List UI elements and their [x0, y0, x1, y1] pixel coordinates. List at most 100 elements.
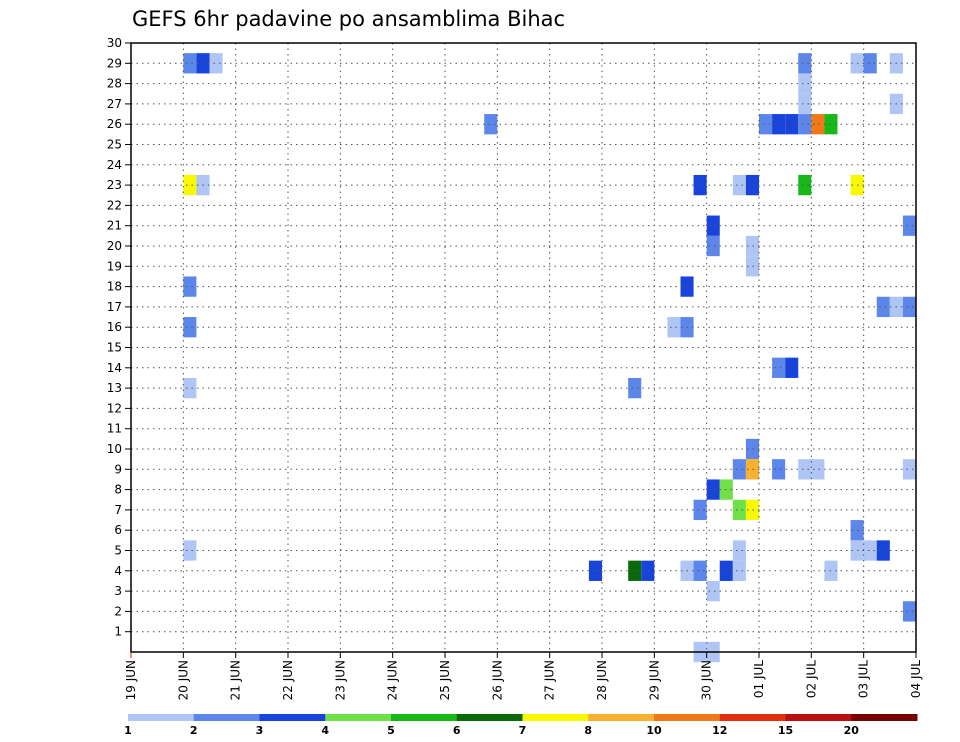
precip-cell	[183, 53, 197, 74]
precip-cell	[732, 499, 746, 521]
precip-cell	[902, 296, 916, 318]
precip-cell	[745, 499, 759, 521]
precip-cell	[745, 235, 759, 257]
precip-cell	[759, 114, 773, 135]
precip-cell	[876, 540, 890, 561]
precip-cell	[706, 580, 720, 602]
y-tick-label: 18	[107, 280, 122, 294]
y-tick-label: 23	[107, 178, 122, 192]
legend-label: 2	[190, 724, 198, 737]
precip-cell	[706, 235, 720, 257]
y-tick-label: 24	[107, 158, 122, 172]
y-tick-label: 19	[107, 259, 122, 273]
legend-swatch	[851, 714, 918, 721]
y-tick-label: 27	[107, 97, 122, 111]
x-tick-label: 20 JUN	[176, 660, 190, 700]
legend-label: 3	[256, 724, 264, 737]
precip-cell	[772, 357, 786, 378]
y-tick-label: 20	[107, 239, 122, 253]
x-tick-label: 19 JUN	[124, 660, 138, 700]
legend-label: 10	[646, 724, 662, 737]
y-tick-label: 13	[107, 381, 122, 395]
x-tick-label: 02 JUL	[804, 660, 818, 698]
precip-cell	[745, 256, 759, 277]
legend-label: 8	[584, 724, 592, 737]
y-tick-label: 10	[107, 442, 122, 456]
precip-cell	[811, 114, 825, 135]
precip-cell	[628, 560, 642, 581]
y-tick-label: 14	[107, 361, 122, 375]
precip-cell	[798, 73, 812, 94]
x-tick-label: 29 JUN	[647, 660, 661, 700]
y-tick-label: 15	[107, 341, 122, 355]
precip-cell	[902, 459, 916, 480]
y-tick-label: 1	[114, 625, 122, 639]
y-tick-label: 6	[114, 523, 122, 537]
y-tick-label: 11	[107, 422, 122, 436]
y-tick-label: 12	[107, 401, 122, 415]
precip-cell	[693, 560, 707, 581]
legend-swatch	[522, 714, 589, 721]
color-legend: 1 2 3 4 5 6 7 8 10 12 15 20	[124, 714, 918, 737]
precip-cell	[641, 560, 655, 581]
y-tick-label: 4	[114, 564, 122, 578]
precip-cell	[183, 377, 197, 399]
precip-cell	[772, 459, 786, 480]
precip-cell	[209, 53, 223, 74]
y-tick-label: 9	[114, 462, 122, 476]
precip-cell	[811, 459, 825, 480]
legend-label: 20	[844, 724, 860, 737]
x-tick-label: 24 JUN	[386, 660, 400, 700]
precip-cell	[183, 540, 197, 561]
precip-cell	[798, 174, 812, 196]
precip-cell	[732, 459, 746, 480]
precip-cell	[706, 215, 720, 236]
x-tick-label: 30 JUN	[700, 660, 714, 700]
y-tick-label: 2	[114, 604, 122, 618]
precip-cell	[706, 479, 720, 500]
precip-cell	[876, 296, 890, 318]
y-tick-label: 25	[107, 138, 122, 152]
legend-swatch	[193, 714, 260, 721]
y-tick-label: 8	[114, 483, 122, 497]
precip-cell	[484, 114, 498, 135]
precip-cell	[732, 560, 746, 581]
legend-label: 7	[519, 724, 527, 737]
precip-cell	[772, 114, 786, 135]
x-tick-label: 03 JUL	[857, 660, 871, 698]
precip-cell	[588, 560, 602, 581]
legend-label: 1	[124, 724, 132, 737]
legend-swatch	[588, 714, 655, 721]
precip-cell	[798, 114, 812, 135]
legend-swatch	[456, 714, 523, 721]
y-tick-label: 21	[107, 219, 122, 233]
legend-swatch	[128, 714, 195, 721]
precip-cell	[183, 276, 197, 297]
legend-swatch	[391, 714, 458, 721]
precip-cell	[863, 53, 877, 74]
y-tick-label: 7	[114, 503, 122, 517]
y-tick-label: 3	[114, 584, 122, 598]
precip-cell	[745, 438, 759, 460]
precip-cell	[902, 601, 916, 622]
y-tick-label: 26	[107, 117, 122, 131]
x-tick-label: 27 JUN	[543, 660, 557, 700]
legend-label: 5	[387, 724, 395, 737]
precip-cell	[693, 174, 707, 196]
x-tick-label: 25 JUN	[438, 660, 452, 700]
x-tick-label: 22 JUN	[281, 660, 295, 700]
grid-layer	[131, 43, 916, 652]
y-tick-label: 16	[107, 320, 122, 334]
precip-cell	[798, 93, 812, 115]
axis-layer: 1234567891011121314151617181920212223242…	[107, 36, 923, 700]
legend-swatch	[719, 714, 786, 721]
legend-swatch	[785, 714, 852, 721]
y-tick-label: 17	[107, 300, 122, 314]
x-tick-label: 21 JUN	[229, 660, 243, 700]
precip-cell	[667, 317, 681, 338]
x-tick-label: 23 JUN	[333, 660, 347, 700]
precip-cell	[693, 499, 707, 521]
precip-cell	[863, 540, 877, 561]
legend-label: 6	[453, 724, 461, 737]
